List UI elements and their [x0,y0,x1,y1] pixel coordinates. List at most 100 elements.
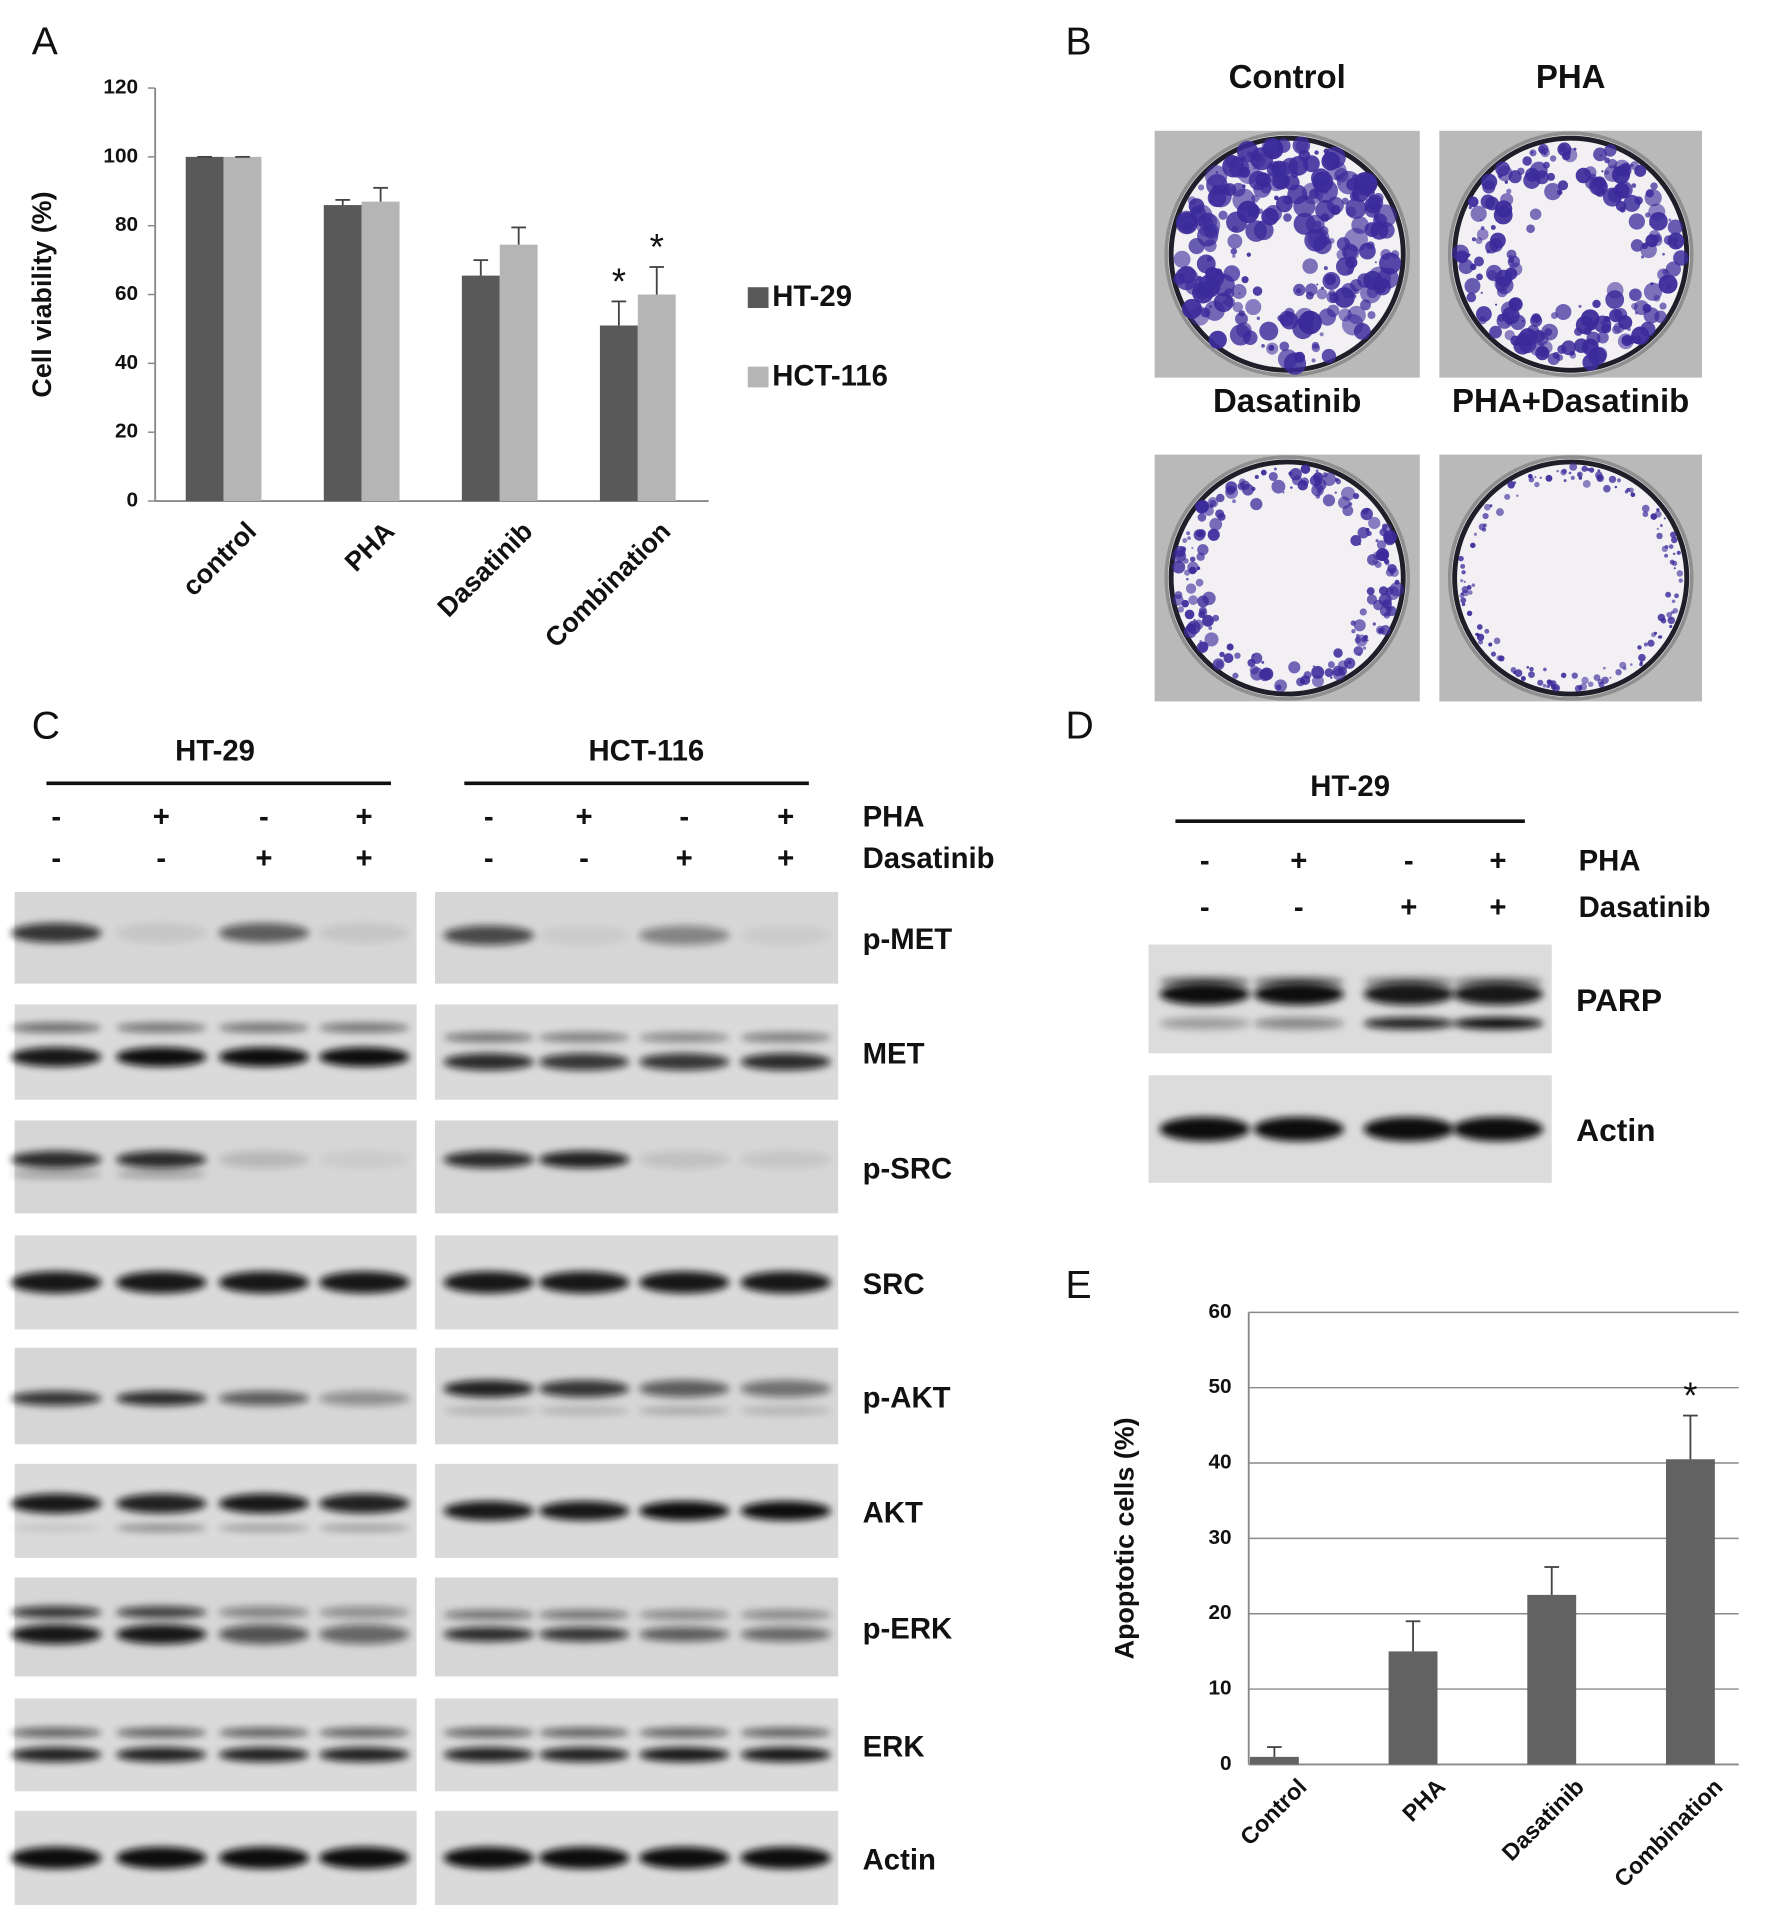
colony [1650,182,1658,190]
y-tick-label: 0 [1220,1752,1232,1775]
colony [1494,276,1510,292]
significance-mark: * [612,261,626,302]
band [318,1846,410,1869]
colony [1260,667,1274,681]
colony [1583,327,1592,336]
colony [1581,676,1589,685]
colony [1555,303,1572,320]
colony [1222,155,1245,178]
bar [599,325,638,502]
colony [1664,553,1668,558]
colony [1352,294,1357,299]
band [538,1846,630,1869]
blot-label: p-MET [863,923,953,956]
colony [1654,310,1667,323]
colony [1484,503,1491,511]
colony [1311,341,1320,350]
colony [1520,675,1526,682]
blot-label: SRC [863,1268,925,1301]
blot-label: MET [863,1037,925,1070]
colony [1375,539,1379,543]
colony [1468,205,1472,210]
colony [1367,311,1376,320]
colony [1556,189,1563,196]
band [218,1151,310,1169]
colony [1668,218,1672,222]
band [116,1493,207,1514]
colony [1631,183,1637,188]
error-bar [1405,1620,1421,1652]
group-label: HT-29 [175,734,255,767]
colony [1232,672,1239,679]
colony [1290,486,1293,489]
colony [1181,298,1202,319]
band [116,1022,207,1033]
band [639,1727,730,1738]
colony [1292,317,1314,340]
colony [1241,276,1249,284]
colony [1592,299,1601,309]
bar [1388,1651,1438,1765]
colony [1232,254,1236,258]
band [218,1624,310,1645]
colony [1506,188,1512,194]
band [1253,976,1345,987]
colony [1324,668,1334,678]
treatment-sign: - [484,842,494,875]
colony [1377,267,1399,289]
colony [1663,517,1666,520]
colony [1275,195,1293,213]
colony [1353,619,1366,632]
colony [1208,626,1213,631]
colony [1205,268,1225,288]
colony [1463,580,1466,583]
colony [1464,277,1481,294]
y-tick-label: 100 [103,144,138,167]
colony [1666,284,1672,290]
colony [1335,478,1342,485]
colony [1245,220,1267,242]
colony [1613,182,1630,199]
colony [1676,550,1681,555]
colony [1513,481,1517,485]
colony [1327,160,1347,181]
blot [434,1810,839,1905]
colony [1196,641,1209,654]
colony [1526,666,1530,669]
colony [1460,579,1464,583]
colony [1216,493,1225,503]
colony [1603,484,1611,493]
colony [1229,324,1252,346]
colony [1341,486,1356,501]
colony [1354,636,1362,644]
colony [1234,652,1241,659]
blot [10,1463,417,1558]
colony [1276,138,1291,153]
colony [1208,330,1227,349]
band [116,1391,207,1406]
band [116,1524,207,1532]
blot [434,1235,839,1330]
colony [1366,530,1372,537]
colony [1206,256,1213,262]
colony [1175,550,1187,562]
colony [1232,499,1236,504]
colony [1187,536,1191,541]
colony [1478,316,1487,325]
colony [1365,527,1370,532]
colony [1601,170,1604,173]
colony [1376,540,1387,550]
bar [185,156,224,502]
band [538,1407,630,1415]
colony [1246,252,1251,257]
colony [1556,469,1559,473]
band [318,1151,410,1169]
colony [1623,194,1641,212]
colony [1203,239,1217,253]
colony [1561,468,1567,474]
band [116,1606,207,1619]
band [318,1624,410,1645]
colony [1284,307,1295,318]
blot [10,1698,417,1792]
colony [1374,261,1377,264]
